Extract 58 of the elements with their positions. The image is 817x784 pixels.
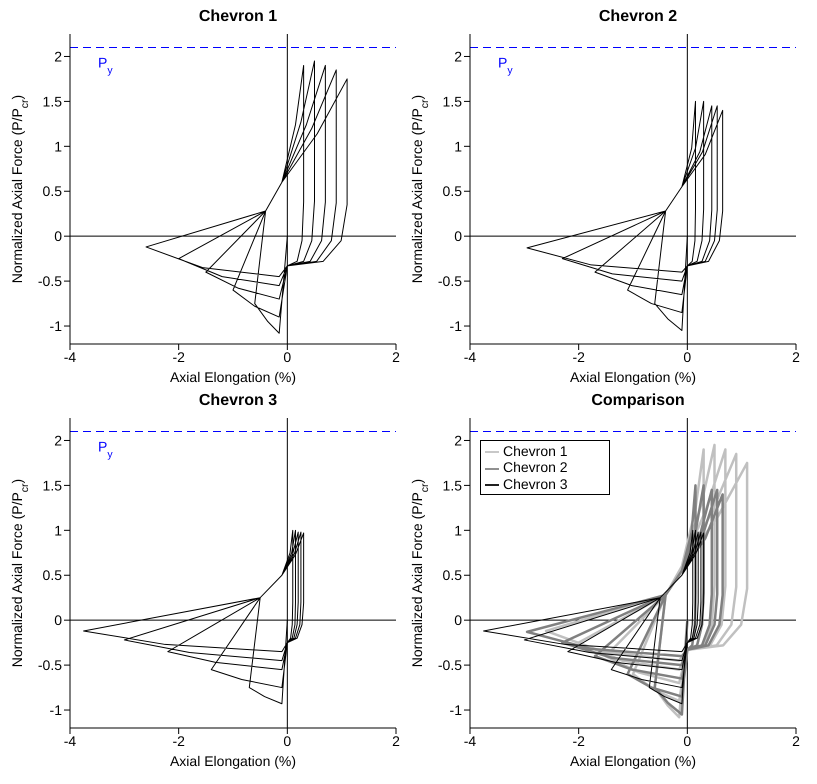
- y-tick-label: -0.5: [438, 657, 462, 674]
- y-tick-label: 1.5: [442, 477, 462, 494]
- legend-label: Chevron 3: [503, 476, 568, 492]
- y-tick-label: 0: [54, 228, 62, 244]
- x-axis-title: Axial Elongation (%): [170, 753, 296, 769]
- y-tick-label: 0: [454, 228, 462, 244]
- y-tick-label: 2: [454, 48, 462, 64]
- y-tick-label: -1: [50, 318, 62, 334]
- y-tick-label: 1.5: [442, 93, 462, 110]
- x-tick-label: -2: [572, 732, 586, 749]
- x-tick-label: 0: [283, 348, 292, 365]
- ref-line-label: P$_{y}$: [98, 54, 114, 76]
- y-tick-label: 0.5: [442, 567, 462, 584]
- y-tick-label: 1: [454, 138, 462, 154]
- y-tick-label: -0.5: [438, 273, 462, 290]
- y-tick-label: -0.5: [38, 657, 62, 674]
- y-tick-label: 1.5: [42, 477, 62, 494]
- x-tick-label: 0: [283, 732, 292, 749]
- x-tick-label: 0: [683, 732, 692, 749]
- x-tick-label: 2: [792, 732, 800, 749]
- legend-label: Chevron 1: [503, 443, 568, 459]
- x-axis-title: Axial Elongation (%): [570, 753, 696, 769]
- x-tick-label: -4: [464, 732, 476, 749]
- chart-title: Chevron 1: [198, 8, 278, 27]
- y-tick-label: 0.5: [42, 183, 62, 200]
- ref-line-label: P$_{y}$: [98, 438, 114, 460]
- y-tick-label: 1: [54, 138, 62, 154]
- x-axis-title: Axial Elongation (%): [570, 369, 696, 385]
- chart-title: Chevron 3: [198, 392, 278, 411]
- y-tick-label: 0.5: [442, 183, 462, 200]
- x-tick-label: -2: [172, 348, 186, 365]
- x-axis-title: Axial Elongation (%): [170, 369, 296, 385]
- x-tick-label: 2: [392, 732, 400, 749]
- x-tick-label: -4: [464, 348, 476, 365]
- y-tick-label: 0.5: [42, 567, 62, 584]
- chart-title: Chevron 2: [598, 8, 678, 27]
- y-tick-label: 1: [54, 522, 62, 538]
- y-tick-label: 2: [454, 432, 462, 448]
- y-tick-label: -1: [450, 702, 462, 718]
- y-tick-label: 0: [54, 612, 62, 628]
- legend-label: Chevron 2: [503, 459, 568, 476]
- x-tick-label: -2: [172, 732, 186, 749]
- y-tick-label: 1.5: [42, 93, 62, 110]
- chart-title: Comparison: [590, 392, 686, 411]
- y-tick-label: 0: [454, 612, 462, 628]
- x-tick-label: -4: [64, 348, 76, 365]
- x-tick-label: 2: [792, 348, 800, 365]
- ref-line-label: P$_{y}$: [498, 54, 514, 76]
- y-tick-label: 1: [454, 522, 462, 538]
- x-tick-label: -2: [572, 348, 586, 365]
- x-tick-label: -4: [64, 732, 76, 749]
- y-tick-label: 2: [54, 48, 62, 64]
- y-tick-label: -1: [50, 702, 62, 718]
- y-tick-label: -1: [450, 318, 462, 334]
- x-tick-label: 0: [683, 348, 692, 365]
- y-tick-label: -0.5: [38, 273, 62, 290]
- y-tick-label: 2: [54, 432, 62, 448]
- x-tick-label: 2: [392, 348, 400, 365]
